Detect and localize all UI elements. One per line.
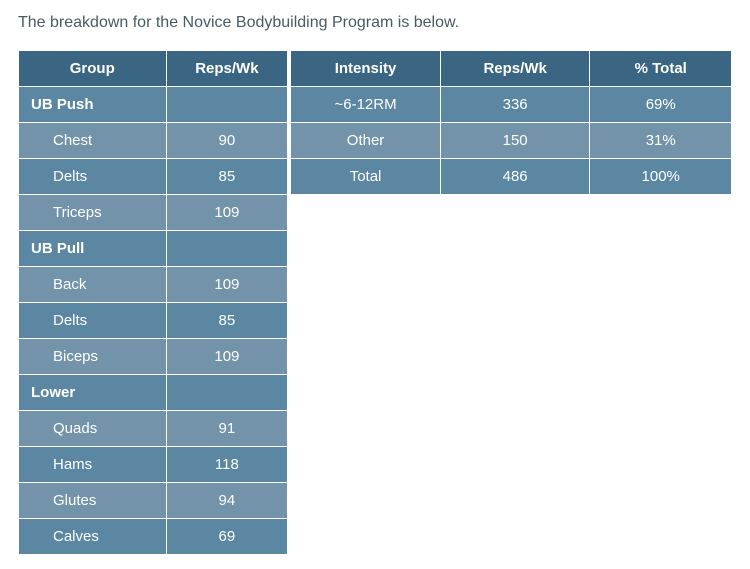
group-reps-table: Group Reps/Wk UB PushChest90Delts85Trice… [18,50,288,555]
group-cell: Delts [19,159,167,195]
intensity-cell: Total [291,159,441,195]
reps-cell: 85 [166,303,288,339]
group-cell: Delts [19,303,167,339]
reps-cell: 69 [166,519,288,555]
intro-text: The breakdown for the Novice Bodybuildin… [18,14,732,32]
col-header-reps2: Reps/Wk [440,51,590,87]
table-row: Calves69 [19,519,288,555]
table-row: Quads91 [19,411,288,447]
group-cell: Lower [19,375,167,411]
reps-cell: 150 [440,123,590,159]
group-cell: Biceps [19,339,167,375]
group-cell: UB Pull [19,231,167,267]
table-row: Biceps109 [19,339,288,375]
table-row: Triceps109 [19,195,288,231]
table-row: Chest90 [19,123,288,159]
table-row: UB Push [19,87,288,123]
reps-cell: 109 [166,195,288,231]
table-row: ~6-12RM33669% [291,87,732,123]
reps-cell: 90 [166,123,288,159]
col-header-pct: % Total [590,51,732,87]
reps-cell: 85 [166,159,288,195]
table-row: Back109 [19,267,288,303]
table-row: Total486100% [291,159,732,195]
reps-cell: 94 [166,483,288,519]
intensity-table: Intensity Reps/Wk % Total ~6-12RM33669%O… [290,50,732,195]
tables-container: Group Reps/Wk UB PushChest90Delts85Trice… [18,50,732,555]
group-cell: UB Push [19,87,167,123]
pct-cell: 31% [590,123,732,159]
group-cell: Chest [19,123,167,159]
reps-cell [166,231,288,267]
reps-cell: 109 [166,339,288,375]
pct-cell: 100% [590,159,732,195]
reps-cell: 336 [440,87,590,123]
table-header-row: Group Reps/Wk [19,51,288,87]
table-row: Delts85 [19,303,288,339]
group-cell: Back [19,267,167,303]
intensity-body: ~6-12RM33669%Other15031%Total486100% [291,87,732,195]
reps-cell: 91 [166,411,288,447]
reps-cell: 486 [440,159,590,195]
intensity-cell: Other [291,123,441,159]
group-cell: Glutes [19,483,167,519]
table-row: Glutes94 [19,483,288,519]
reps-cell: 109 [166,267,288,303]
col-header-intensity: Intensity [291,51,441,87]
group-cell: Quads [19,411,167,447]
col-header-group: Group [19,51,167,87]
table-row: Hams118 [19,447,288,483]
group-cell: Hams [19,447,167,483]
col-header-reps: Reps/Wk [166,51,288,87]
table-row: Lower [19,375,288,411]
group-reps-body: UB PushChest90Delts85Triceps109UB PullBa… [19,87,288,555]
group-cell: Triceps [19,195,167,231]
reps-cell: 118 [166,447,288,483]
group-cell: Calves [19,519,167,555]
reps-cell [166,87,288,123]
reps-cell [166,375,288,411]
table-header-row: Intensity Reps/Wk % Total [291,51,732,87]
pct-cell: 69% [590,87,732,123]
intensity-cell: ~6-12RM [291,87,441,123]
table-row: UB Pull [19,231,288,267]
table-row: Other15031% [291,123,732,159]
table-row: Delts85 [19,159,288,195]
